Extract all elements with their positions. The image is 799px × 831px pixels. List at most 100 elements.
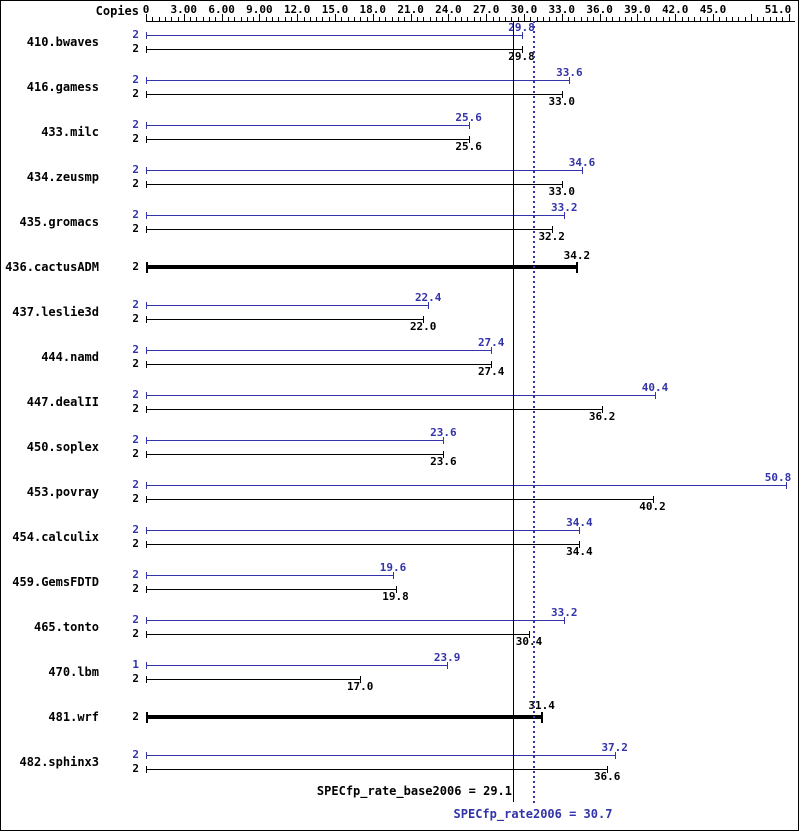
- x-axis-tick-label: 12.0: [283, 3, 311, 16]
- x-axis-tick: [624, 17, 626, 21]
- copies-value: 2: [132, 402, 139, 415]
- bar-value-label: 33.0: [548, 185, 576, 198]
- x-axis-tick: [152, 17, 154, 21]
- bar-line-base: [146, 769, 608, 770]
- bar-value-label: 27.4: [477, 365, 505, 378]
- bar-value-label: 23.6: [430, 426, 457, 439]
- x-axis-tick: [454, 17, 456, 21]
- x-axis-tick: [517, 17, 519, 21]
- copies-value: 2: [132, 672, 139, 685]
- bar-start-cap: [146, 361, 147, 368]
- x-axis-tick: [782, 17, 784, 21]
- bar-start-cap: [146, 766, 147, 773]
- x-axis-tick: [209, 17, 210, 21]
- bar-start-cap: [146, 136, 147, 143]
- x-axis-tick: [731, 17, 733, 21]
- x-axis-tick-label: 33.0: [548, 3, 576, 16]
- bar-end-cap: [423, 316, 425, 323]
- copies-value: 2: [132, 298, 139, 311]
- copies-value: 2: [132, 447, 139, 460]
- bar-line-base: [146, 49, 522, 50]
- x-axis-tick: [284, 17, 286, 21]
- bar-line-peak: [146, 305, 429, 306]
- bar-end-cap: [360, 676, 362, 683]
- x-axis-tick: [618, 17, 620, 21]
- x-axis-tick: [524, 14, 525, 21]
- copies-value: 2: [132, 433, 139, 446]
- x-axis-tick: [461, 17, 462, 21]
- x-axis-tick-label: 3.00: [170, 3, 198, 16]
- x-axis-tick: [385, 17, 387, 21]
- bar-line-peak: [146, 170, 582, 171]
- x-axis-tick: [763, 17, 765, 21]
- copies-value: 2: [132, 42, 139, 55]
- bar-start-cap: [146, 46, 147, 53]
- bar-value-label: 36.2: [588, 410, 616, 423]
- bar-line-base: [146, 139, 469, 140]
- bar-end-cap: [468, 136, 470, 143]
- x-axis-tick: [246, 17, 248, 21]
- x-axis-tick: [631, 17, 633, 21]
- bar-end-cap: [786, 482, 788, 489]
- x-axis-tick: [221, 14, 223, 21]
- x-axis-tick: [253, 17, 255, 21]
- x-axis-tick: [259, 14, 261, 21]
- bar-end-cap: [579, 527, 581, 534]
- bar-start-cap: [146, 572, 147, 579]
- x-axis-tick: [391, 17, 393, 21]
- x-axis-tick: [555, 17, 557, 21]
- bar-start-cap: [146, 167, 147, 174]
- x-axis-tick: [303, 17, 305, 21]
- bar-start-cap: [146, 586, 147, 593]
- x-axis-tick-label: 24.0: [435, 3, 462, 16]
- x-axis-tick: [656, 17, 658, 21]
- x-axis-tick: [687, 17, 689, 21]
- bar-value-label: 40.2: [639, 500, 666, 513]
- bar-line-peak: [146, 80, 570, 81]
- x-axis-tick: [297, 14, 299, 21]
- bar-line-peak: [146, 620, 565, 621]
- x-axis-tick: [769, 17, 771, 21]
- bar-start-cap: [146, 302, 147, 309]
- x-axis-tick: [278, 17, 280, 21]
- x-axis-tick-label: 9.00: [246, 3, 273, 16]
- benchmark-label: 433.milc: [41, 125, 99, 139]
- bar-value-label: 34.2: [563, 249, 591, 262]
- bar-end-cap: [443, 437, 445, 444]
- benchmark-label: 470.lbm: [48, 665, 99, 679]
- mean-line-base: [512, 21, 514, 802]
- x-axis-tick: [593, 17, 595, 21]
- copies-value: 2: [132, 118, 139, 131]
- x-axis-tick: [265, 17, 267, 21]
- copies-value: 2: [132, 73, 139, 86]
- x-axis-tick: [435, 17, 437, 21]
- bar-start-cap: [146, 122, 147, 129]
- copies-value: 2: [132, 613, 139, 626]
- bar-line-base: [146, 544, 580, 545]
- x-axis-tick: [353, 17, 355, 21]
- benchmark-label: 453.povray: [26, 485, 99, 499]
- bar-value-label: 19.8: [382, 590, 409, 603]
- bar-value-label: 34.4: [566, 545, 593, 558]
- x-axis-tick: [290, 17, 292, 21]
- copies-value: 2: [132, 208, 139, 221]
- bar-line-base: [146, 634, 529, 635]
- x-axis-tick: [542, 17, 544, 21]
- bar-value-label: 17.0: [346, 680, 374, 693]
- x-axis-tick: [643, 17, 645, 21]
- x-axis-line: [146, 21, 795, 22]
- bar-end-cap: [655, 392, 656, 399]
- bar-end-cap: [395, 586, 397, 593]
- bar-end-cap: [564, 212, 566, 219]
- bar-end-cap: [521, 46, 523, 53]
- x-axis-tick: [341, 17, 343, 21]
- bar-line-peak: [146, 530, 580, 531]
- copies-value: 2: [132, 523, 139, 536]
- x-axis-tick: [272, 17, 273, 21]
- copies-value: 1: [132, 658, 139, 671]
- benchmark-label: 434.zeusmp: [26, 170, 99, 184]
- copies-column-header: Copies: [95, 4, 139, 18]
- x-axis-tick: [776, 17, 777, 21]
- mean-peak-label: SPECfp_rate2006 = 30.7: [453, 807, 613, 821]
- x-axis-tick: [505, 17, 507, 21]
